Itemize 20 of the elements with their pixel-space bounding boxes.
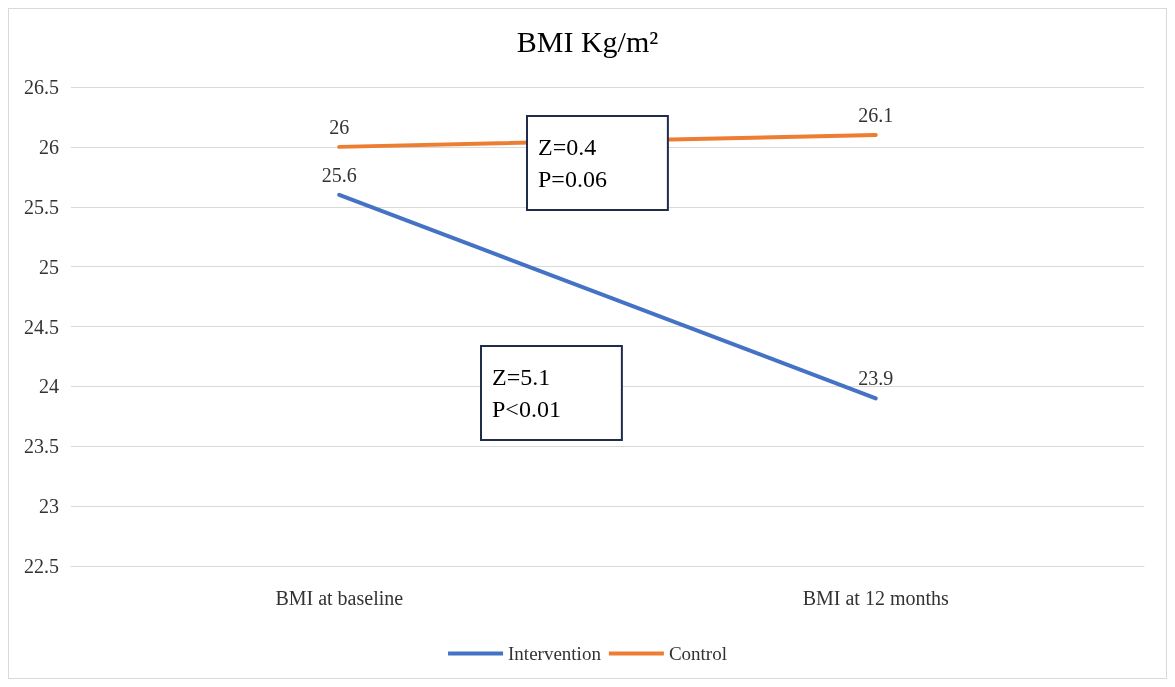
y-tick-label: 26	[39, 135, 59, 158]
x-tick-label: BMI at 12 months	[802, 587, 950, 609]
y-tick-label: 22.5	[24, 555, 59, 577]
chart-title: BMI Kg/m²	[516, 24, 659, 58]
y-tick-label: 23	[39, 495, 59, 518]
annotation: Z=0.4 P=0.06	[538, 134, 607, 192]
y-tick-label: 24.5	[24, 315, 59, 338]
legend-label: Control	[668, 643, 727, 664]
y-tick-label: 26.5	[24, 76, 59, 98]
data-label: 26	[329, 115, 350, 138]
annotation: Z=5.1 P<0.01	[492, 364, 561, 422]
data-label: 25.6	[321, 163, 357, 186]
y-tick-label: 25	[39, 255, 59, 278]
y-tick-label: 23.5	[24, 435, 59, 458]
data-label: 26.1	[858, 103, 894, 126]
x-tick-label: BMI at baseline	[275, 587, 404, 609]
y-tick-label: 25.5	[24, 195, 59, 218]
data-label: 23.9	[858, 367, 894, 390]
legend-label: Intervention	[508, 643, 602, 664]
y-tick-label: 24	[39, 375, 59, 398]
